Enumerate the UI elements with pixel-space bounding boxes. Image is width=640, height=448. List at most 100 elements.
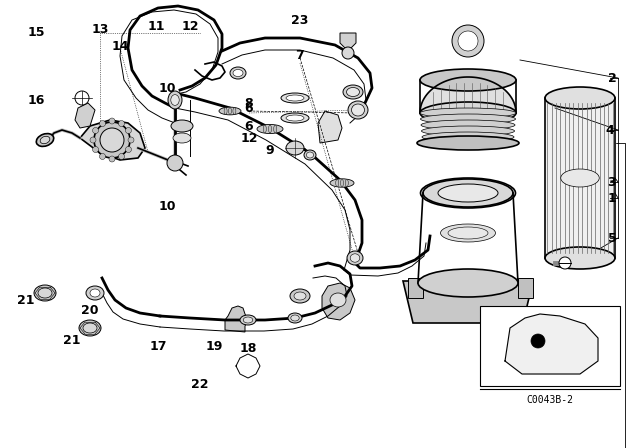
Text: 17: 17 (149, 340, 167, 353)
Ellipse shape (281, 113, 309, 123)
Ellipse shape (417, 136, 519, 150)
Ellipse shape (290, 289, 310, 303)
Ellipse shape (286, 95, 304, 101)
Ellipse shape (346, 179, 348, 187)
Text: 15: 15 (28, 26, 45, 39)
Text: 12: 12 (181, 20, 199, 33)
Ellipse shape (418, 269, 518, 297)
Ellipse shape (330, 293, 346, 307)
Text: 10: 10 (158, 199, 176, 212)
Ellipse shape (420, 178, 515, 208)
Ellipse shape (40, 136, 50, 144)
Ellipse shape (79, 320, 101, 336)
Ellipse shape (330, 179, 354, 187)
Ellipse shape (233, 69, 243, 77)
Text: 14: 14 (111, 39, 129, 52)
Text: 13: 13 (92, 22, 109, 35)
Ellipse shape (433, 183, 503, 203)
Polygon shape (545, 98, 615, 258)
Ellipse shape (36, 134, 54, 146)
Ellipse shape (420, 69, 516, 91)
Ellipse shape (442, 186, 494, 200)
Text: 7: 7 (296, 48, 305, 61)
Ellipse shape (173, 133, 191, 143)
Ellipse shape (420, 108, 516, 118)
Ellipse shape (257, 125, 283, 134)
Ellipse shape (281, 93, 309, 103)
Polygon shape (225, 306, 248, 332)
Ellipse shape (336, 179, 339, 187)
Ellipse shape (269, 125, 271, 133)
Circle shape (93, 128, 99, 134)
Text: 23: 23 (291, 13, 308, 26)
Ellipse shape (291, 315, 300, 321)
Circle shape (167, 155, 183, 171)
Circle shape (99, 121, 106, 126)
Text: 9: 9 (266, 143, 275, 156)
Ellipse shape (286, 115, 304, 121)
Ellipse shape (348, 101, 368, 119)
Ellipse shape (86, 286, 104, 300)
Circle shape (128, 137, 134, 143)
Ellipse shape (440, 224, 495, 242)
Text: 16: 16 (28, 94, 45, 107)
Ellipse shape (422, 126, 515, 136)
Ellipse shape (421, 120, 515, 130)
Polygon shape (403, 281, 533, 323)
Circle shape (458, 31, 478, 51)
Ellipse shape (545, 87, 615, 109)
Ellipse shape (561, 169, 599, 187)
Circle shape (109, 156, 115, 162)
Ellipse shape (545, 247, 615, 269)
Polygon shape (75, 103, 95, 128)
Ellipse shape (171, 120, 193, 132)
Circle shape (342, 47, 354, 59)
Ellipse shape (346, 87, 360, 96)
Ellipse shape (286, 141, 304, 155)
Ellipse shape (294, 292, 306, 300)
Text: 19: 19 (205, 340, 223, 353)
Ellipse shape (420, 114, 515, 124)
Ellipse shape (224, 108, 227, 114)
Ellipse shape (350, 254, 360, 262)
Text: 10: 10 (158, 82, 176, 95)
Text: 6: 6 (244, 120, 253, 133)
Text: 3: 3 (608, 176, 616, 189)
Ellipse shape (243, 317, 253, 323)
Ellipse shape (230, 67, 246, 79)
Ellipse shape (343, 85, 363, 99)
Ellipse shape (288, 313, 302, 323)
Ellipse shape (263, 125, 266, 133)
Polygon shape (318, 111, 342, 143)
Circle shape (93, 146, 99, 152)
Ellipse shape (83, 323, 97, 333)
Ellipse shape (90, 289, 100, 297)
Circle shape (559, 257, 571, 269)
Text: 21: 21 (63, 333, 81, 346)
Circle shape (90, 137, 96, 143)
Ellipse shape (307, 152, 314, 158)
Circle shape (118, 154, 125, 159)
Ellipse shape (340, 179, 344, 187)
Text: 4: 4 (605, 124, 614, 137)
Text: 1: 1 (607, 191, 616, 204)
Circle shape (118, 121, 125, 126)
Circle shape (109, 118, 115, 124)
Ellipse shape (168, 91, 182, 109)
Ellipse shape (420, 102, 516, 124)
Ellipse shape (240, 315, 256, 325)
Text: 6: 6 (244, 102, 253, 115)
Circle shape (452, 25, 484, 57)
Ellipse shape (423, 179, 513, 207)
Ellipse shape (448, 227, 488, 239)
Ellipse shape (228, 108, 232, 114)
Polygon shape (505, 314, 598, 374)
Text: 20: 20 (81, 303, 99, 316)
Ellipse shape (233, 108, 236, 114)
Polygon shape (340, 33, 356, 48)
Ellipse shape (171, 95, 179, 105)
Text: 2: 2 (607, 72, 616, 85)
Ellipse shape (422, 132, 514, 142)
Ellipse shape (351, 104, 365, 116)
Text: 12: 12 (240, 132, 258, 145)
